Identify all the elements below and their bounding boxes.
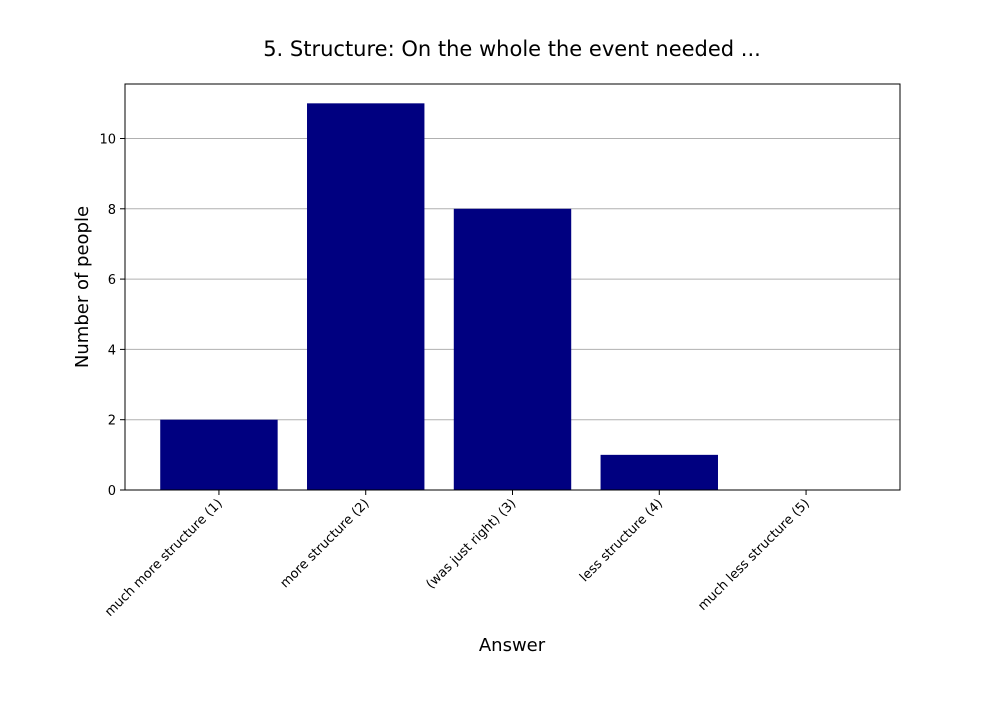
- x-tick-label: less structure (4): [577, 496, 666, 585]
- y-tick-label: 0: [108, 484, 116, 499]
- y-axis-label: Number of people: [72, 206, 93, 368]
- x-tick-label: (was just right) (3): [423, 496, 519, 592]
- y-tick-label: 10: [99, 132, 116, 147]
- x-axis: much more structure (1) more structure (2…: [102, 490, 813, 620]
- chart-title: 5. Structure: On the whole the event nee…: [263, 37, 761, 61]
- bars: [160, 103, 718, 490]
- y-tick-label: 4: [108, 343, 116, 358]
- x-axis-label: Answer: [479, 635, 546, 656]
- x-tick-label: much less structure (5): [695, 496, 813, 614]
- bar: [160, 419, 278, 490]
- x-tick-label: more structure (2): [278, 496, 373, 591]
- bar: [453, 208, 572, 490]
- y-axis: 0 2 4 6 8 10: [99, 132, 125, 499]
- y-tick-label: 8: [108, 203, 116, 218]
- x-tick-label: much more structure (1): [102, 496, 226, 620]
- bar: [600, 454, 718, 490]
- y-tick-label: 6: [108, 273, 116, 288]
- bar: [307, 103, 425, 490]
- y-tick-label: 2: [108, 414, 116, 429]
